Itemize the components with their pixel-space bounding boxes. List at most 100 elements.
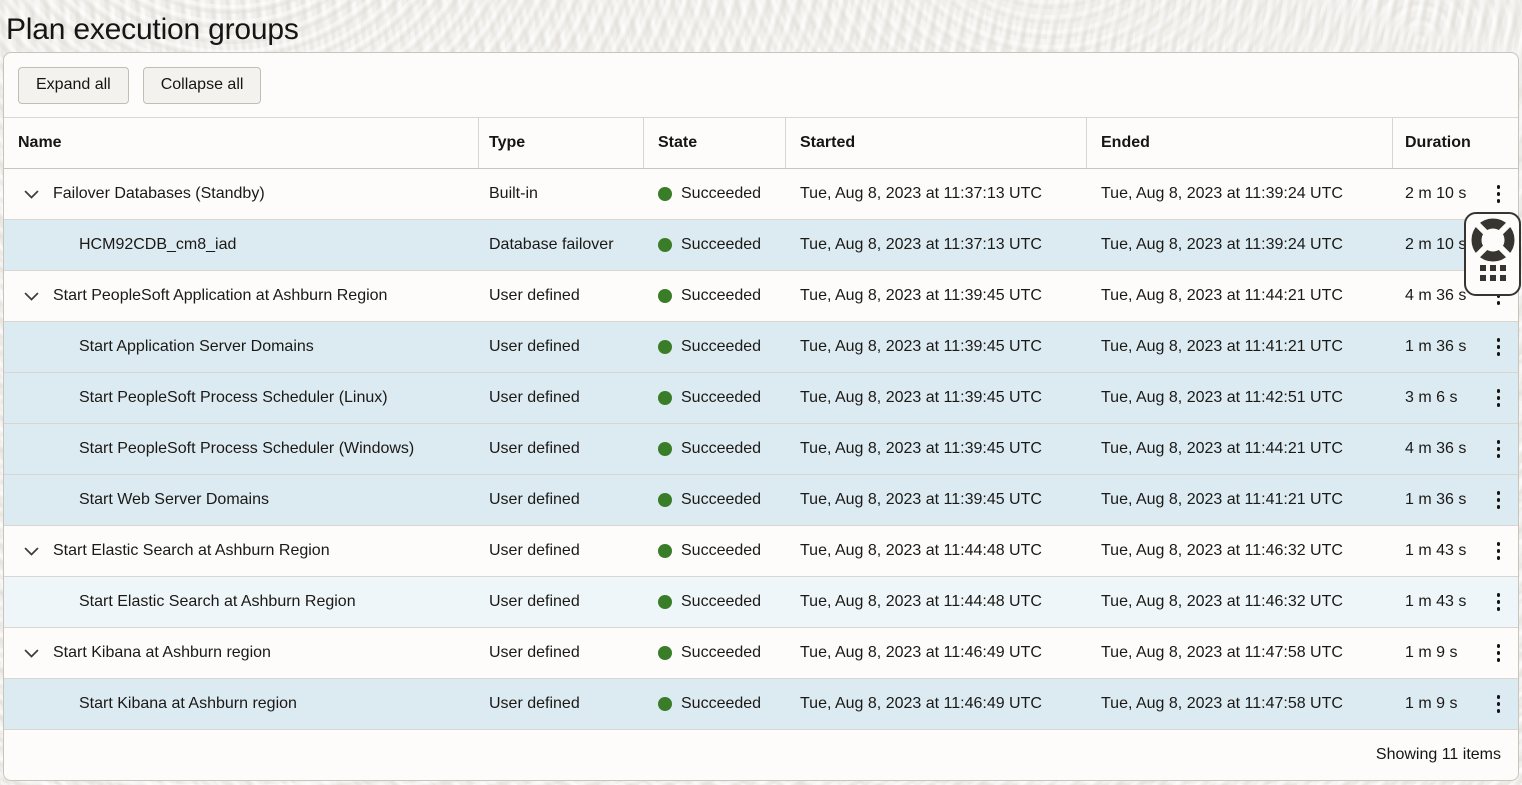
row-duration: 1 m 36 s bbox=[1405, 338, 1467, 355]
row-started: Tue, Aug 8, 2023 at 11:44:48 UTC bbox=[800, 542, 1042, 559]
row-actions-kebab-icon[interactable] bbox=[1486, 433, 1512, 465]
row-actions-kebab-icon[interactable] bbox=[1486, 382, 1512, 414]
row-actions-kebab-icon[interactable] bbox=[1486, 637, 1512, 669]
row-state: Succeeded bbox=[681, 236, 762, 253]
row-state: Succeeded bbox=[681, 644, 762, 661]
row-state: Succeeded bbox=[681, 338, 762, 355]
row-name: Start Kibana at Ashburn region bbox=[53, 644, 271, 661]
row-ended: Tue, Aug 8, 2023 at 11:46:32 UTC bbox=[1101, 542, 1343, 559]
expand-all-button[interactable]: Expand all bbox=[18, 66, 129, 104]
page-title: Plan execution groups bbox=[6, 13, 299, 47]
success-status-dot bbox=[658, 391, 672, 405]
success-status-dot bbox=[658, 187, 672, 201]
row-started: Tue, Aug 8, 2023 at 11:37:13 UTC bbox=[800, 185, 1042, 202]
table-row: Start Kibana at Ashburn region User defi… bbox=[4, 679, 1518, 730]
row-ended: Tue, Aug 8, 2023 at 11:41:21 UTC bbox=[1101, 491, 1343, 508]
table-row: Start Elastic Search at Ashburn Region U… bbox=[4, 577, 1518, 628]
row-type: User defined bbox=[489, 491, 580, 508]
row-ended: Tue, Aug 8, 2023 at 11:42:51 UTC bbox=[1101, 389, 1343, 406]
life-ring-icon bbox=[1470, 218, 1516, 266]
column-header-started: Started bbox=[786, 118, 1087, 168]
row-duration: 2 m 10 s bbox=[1405, 185, 1467, 202]
success-status-dot bbox=[658, 493, 672, 507]
success-status-dot bbox=[658, 289, 672, 303]
plan-execution-groups-panel: Expand all Collapse all Name Type State … bbox=[3, 52, 1519, 781]
row-ended: Tue, Aug 8, 2023 at 11:44:21 UTC bbox=[1101, 440, 1343, 457]
row-started: Tue, Aug 8, 2023 at 11:46:49 UTC bbox=[800, 695, 1042, 712]
row-type: User defined bbox=[489, 440, 580, 457]
table-row: Start Elastic Search at Ashburn Region U… bbox=[4, 526, 1518, 577]
row-ended: Tue, Aug 8, 2023 at 11:39:24 UTC bbox=[1101, 236, 1343, 253]
row-name: Start Elastic Search at Ashburn Region bbox=[53, 542, 330, 559]
row-type: User defined bbox=[489, 542, 580, 559]
chevron-down-icon[interactable] bbox=[21, 286, 41, 306]
items-count-label: Showing 11 items bbox=[1375, 745, 1501, 763]
row-duration: 1 m 43 s bbox=[1405, 593, 1467, 610]
row-started: Tue, Aug 8, 2023 at 11:39:45 UTC bbox=[800, 389, 1042, 406]
row-started: Tue, Aug 8, 2023 at 11:39:45 UTC bbox=[800, 338, 1042, 355]
row-type: User defined bbox=[489, 389, 580, 406]
row-duration: 3 m 6 s bbox=[1405, 389, 1458, 406]
row-state: Succeeded bbox=[681, 695, 762, 712]
row-actions-kebab-icon[interactable] bbox=[1486, 484, 1512, 516]
row-started: Tue, Aug 8, 2023 at 11:44:48 UTC bbox=[800, 593, 1042, 610]
row-duration: 2 m 10 s bbox=[1405, 236, 1467, 253]
table-row: Start PeopleSoft Process Scheduler (Linu… bbox=[4, 373, 1518, 424]
chevron-down-icon[interactable] bbox=[21, 184, 41, 204]
floating-widget bbox=[1464, 212, 1521, 296]
table-row: Start PeopleSoft Application at Ashburn … bbox=[4, 271, 1518, 322]
row-duration: 1 m 9 s bbox=[1405, 695, 1458, 712]
column-header-type: Type bbox=[479, 118, 644, 168]
row-state: Succeeded bbox=[681, 542, 762, 559]
collapse-all-button[interactable]: Collapse all bbox=[142, 66, 262, 104]
row-actions-kebab-icon[interactable] bbox=[1486, 331, 1512, 363]
row-ended: Tue, Aug 8, 2023 at 11:44:21 UTC bbox=[1101, 287, 1343, 304]
row-type: User defined bbox=[489, 593, 580, 610]
table-row: Start PeopleSoft Process Scheduler (Wind… bbox=[4, 424, 1518, 475]
row-ended: Tue, Aug 8, 2023 at 11:46:32 UTC bbox=[1101, 593, 1343, 610]
row-duration: 4 m 36 s bbox=[1405, 287, 1467, 304]
row-name: HCM92CDB_cm8_iad bbox=[79, 236, 237, 253]
row-started: Tue, Aug 8, 2023 at 11:46:49 UTC bbox=[800, 644, 1042, 661]
row-name: Start PeopleSoft Application at Ashburn … bbox=[53, 287, 388, 304]
column-header-duration: Duration bbox=[1405, 134, 1471, 151]
row-actions-kebab-icon[interactable] bbox=[1486, 688, 1512, 720]
table-toolbar: Expand all Collapse all bbox=[4, 53, 1518, 118]
success-status-dot bbox=[658, 238, 672, 252]
row-actions-kebab-icon[interactable] bbox=[1486, 535, 1512, 567]
success-status-dot bbox=[658, 544, 672, 558]
row-name: Start PeopleSoft Process Scheduler (Wind… bbox=[79, 440, 415, 457]
chevron-down-icon[interactable] bbox=[21, 643, 41, 663]
table-body: Failover Databases (Standby) Built-in Su… bbox=[4, 169, 1518, 730]
row-name: Start Elastic Search at Ashburn Region bbox=[79, 593, 356, 610]
row-type: User defined bbox=[489, 644, 580, 661]
row-duration: 1 m 36 s bbox=[1405, 491, 1467, 508]
row-started: Tue, Aug 8, 2023 at 11:39:45 UTC bbox=[800, 440, 1042, 457]
column-header-ended: Ended bbox=[1087, 118, 1393, 168]
table-row: Start Web Server Domains User defined Su… bbox=[4, 475, 1518, 526]
column-header-name: Name bbox=[4, 118, 479, 168]
row-state: Succeeded bbox=[681, 287, 762, 304]
row-name: Failover Databases (Standby) bbox=[53, 185, 265, 202]
row-state: Succeeded bbox=[681, 491, 762, 508]
row-actions-kebab-icon[interactable] bbox=[1486, 586, 1512, 618]
row-state: Succeeded bbox=[681, 185, 762, 202]
launcher-button[interactable] bbox=[1479, 265, 1506, 281]
row-state: Succeeded bbox=[681, 440, 762, 457]
table-row: Start Application Server Domains User de… bbox=[4, 322, 1518, 373]
row-started: Tue, Aug 8, 2023 at 11:39:45 UTC bbox=[800, 491, 1042, 508]
help-button[interactable] bbox=[1470, 217, 1516, 263]
row-actions-kebab-icon[interactable] bbox=[1486, 178, 1512, 210]
row-ended: Tue, Aug 8, 2023 at 11:47:58 UTC bbox=[1101, 695, 1343, 712]
success-status-dot bbox=[658, 442, 672, 456]
table-row: HCM92CDB_cm8_iad Database failover Succe… bbox=[4, 220, 1518, 271]
row-name: Start Kibana at Ashburn region bbox=[79, 695, 297, 712]
row-name: Start Web Server Domains bbox=[79, 491, 269, 508]
row-type: User defined bbox=[489, 338, 580, 355]
table-row: Start Kibana at Ashburn region User defi… bbox=[4, 628, 1518, 679]
row-ended: Tue, Aug 8, 2023 at 11:47:58 UTC bbox=[1101, 644, 1343, 661]
row-ended: Tue, Aug 8, 2023 at 11:41:21 UTC bbox=[1101, 338, 1343, 355]
success-status-dot bbox=[658, 646, 672, 660]
chevron-down-icon[interactable] bbox=[21, 541, 41, 561]
